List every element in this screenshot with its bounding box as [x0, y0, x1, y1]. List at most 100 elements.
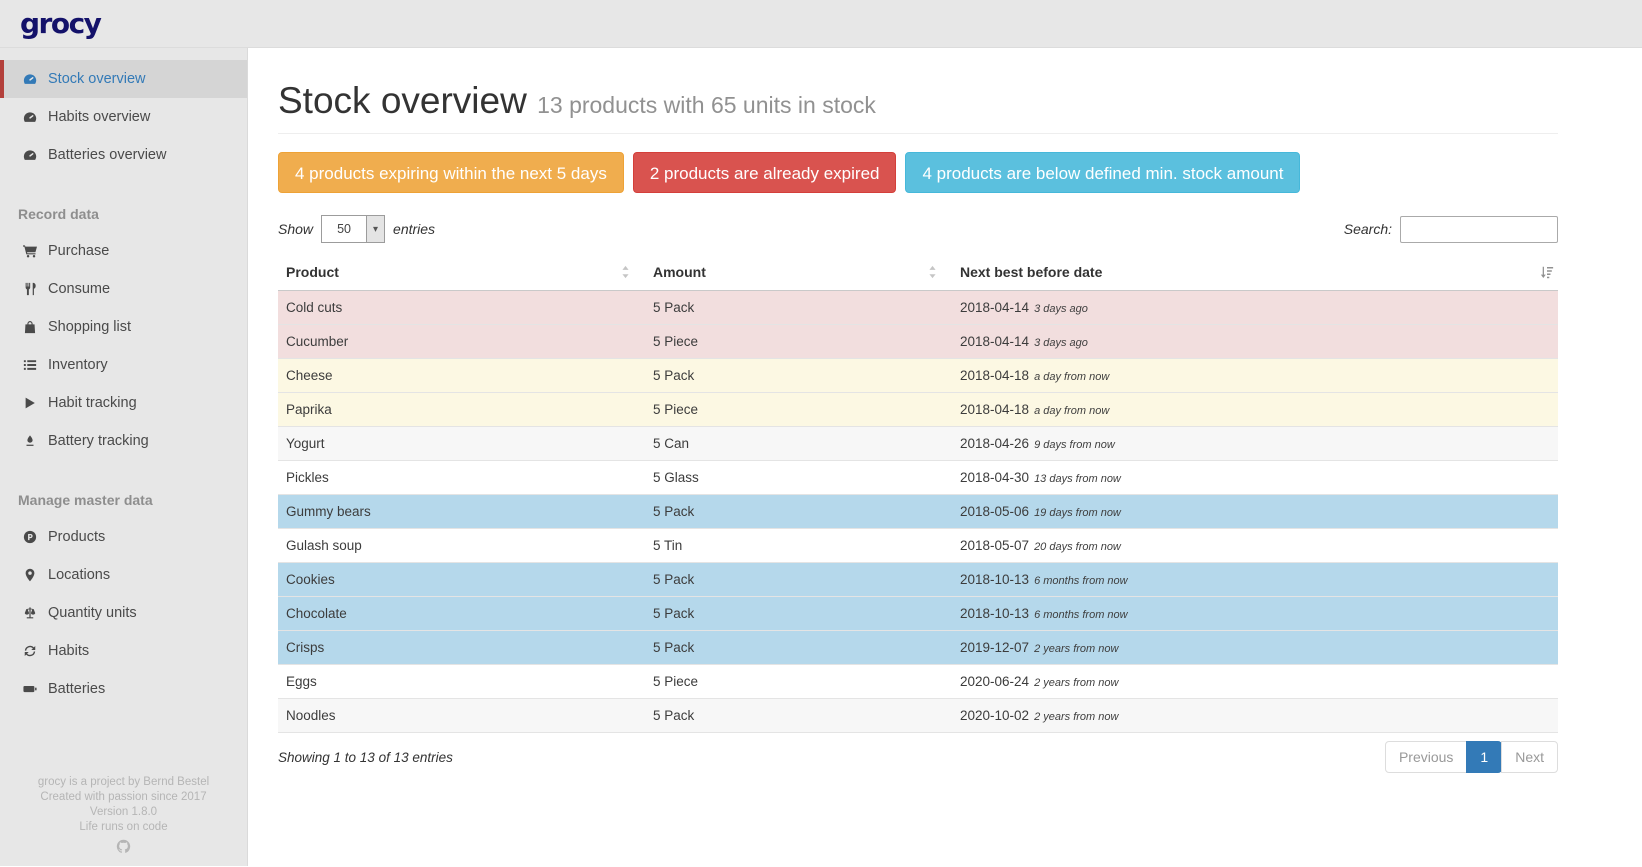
pagination: Previous 1 Next [1384, 741, 1558, 773]
sidebar-item-label: Batteries overview [48, 147, 167, 163]
alert-filter-warning[interactable]: 4 products expiring within the next 5 da… [278, 152, 624, 193]
table-row: Yogurt 5 Can 2018-04-26 9 days from now [278, 426, 1558, 461]
sidebar-item-label: Shopping list [48, 319, 132, 335]
best-before-date-cell: 2018-04-18 a day from now [952, 392, 1558, 427]
page-number-buttons: 1 [1466, 741, 1503, 773]
page-button-1[interactable]: 1 [1466, 741, 1503, 773]
amount-cell: 5 Piece [645, 664, 952, 699]
shopping-cart-icon [22, 244, 38, 258]
amount-cell: 5 Pack [645, 358, 952, 393]
amount-cell: 5 Pack [645, 290, 952, 325]
table-controls: Show 50 ▾ entries Search: [278, 215, 1558, 243]
table-row: Cucumber 5 Piece 2018-04-14 3 days ago [278, 324, 1558, 359]
play-icon [22, 396, 38, 410]
alert-filter-danger[interactable]: 2 products are already expired [632, 152, 897, 193]
sidebar-item-quantity-units[interactable]: Quantity units [0, 594, 247, 632]
table-row: Cheese 5 Pack 2018-04-18 a day from now [278, 358, 1558, 393]
sidebar-footer: grocy is a project by Bernd Bestel Create… [0, 775, 247, 866]
product-cell: Chocolate [278, 596, 645, 631]
next-page-button[interactable]: Next [1501, 741, 1558, 773]
date-value: 2018-05-07 [960, 538, 1030, 553]
best-before-date-cell: 2018-05-06 19 days from now [952, 494, 1558, 529]
sidebar-item-stock-overview[interactable]: Stock overview [0, 60, 247, 98]
page-length-select[interactable]: 50 ▾ [321, 215, 386, 243]
best-before-date-cell: 2018-10-13 6 months from now [952, 562, 1558, 597]
table-row: Pickles 5 Glass 2018-04-30 13 days from now [278, 460, 1558, 495]
sidebar-item-habit-tracking[interactable]: Habit tracking [0, 384, 247, 422]
product-cell: Eggs [278, 664, 645, 699]
sidebar-item-batteries-overview[interactable]: Batteries overview [0, 136, 247, 174]
product-circle-icon [22, 530, 38, 544]
sidebar-item-battery-tracking[interactable]: Battery tracking [0, 422, 247, 460]
sidebar-item-inventory[interactable]: Inventory [0, 346, 247, 384]
relative-time: a day from now [1034, 405, 1110, 417]
map-marker-icon [22, 568, 38, 582]
date-value: 2020-06-24 [960, 674, 1030, 689]
relative-time: 2 years from now [1034, 677, 1119, 689]
table-footer: Showing 1 to 13 of 13 entries Previous 1… [278, 741, 1558, 773]
table-row: Eggs 5 Piece 2020-06-24 2 years from now [278, 664, 1558, 699]
grocy-logo[interactable]: grocy [20, 7, 102, 40]
battery-icon [22, 682, 38, 696]
amount-cell: 5 Glass [645, 460, 952, 495]
alerts: 4 products expiring within the next 5 da… [278, 152, 1558, 193]
github-icon[interactable] [0, 839, 247, 854]
sidebar-item-products[interactable]: Products [0, 518, 247, 556]
sidebar-section-header: Manage master data [18, 492, 153, 508]
search-label: Search: [1343, 221, 1392, 237]
amount-cell: 5 Pack [645, 698, 952, 733]
sidebar-item-locations[interactable]: Locations [0, 556, 247, 594]
sidebar-item-label: Products [48, 529, 106, 545]
sidebar-item-label: Habits overview [48, 109, 151, 125]
sidebar-item-habits[interactable]: Habits [0, 632, 247, 670]
product-cell: Noodles [278, 698, 645, 733]
date-value: 2018-04-18 [960, 402, 1030, 417]
sync-icon [22, 644, 38, 658]
sidebar-item-consume[interactable]: Consume [0, 270, 247, 308]
sidebar-item-label: Stock overview [48, 71, 146, 87]
sidebar-item-shopping-list[interactable]: Shopping list [0, 308, 247, 346]
relative-time: 6 months from now [1034, 575, 1128, 587]
page-subtitle: 13 products with 65 units in stock [537, 92, 876, 118]
column-header-best-before-date[interactable]: Next best before date [952, 254, 1558, 291]
date-value: 2018-04-26 [960, 436, 1030, 451]
sidebar-footer-line: Life runs on code [79, 821, 168, 833]
sidebar-item-label: Habits [48, 643, 90, 659]
utensils-icon [22, 282, 38, 296]
relative-time: 3 days ago [1034, 303, 1088, 315]
amount-cell: 5 Can [645, 426, 952, 461]
amount-cell: 5 Piece [645, 392, 952, 427]
balance-scale-icon [22, 606, 38, 620]
sidebar-footer-line: Created with passion since 2017 [40, 791, 207, 803]
amount-cell: 5 Piece [645, 324, 952, 359]
best-before-date-cell: 2020-10-02 2 years from now [952, 698, 1558, 733]
table-row: Chocolate 5 Pack 2018-10-13 6 months from n… [278, 596, 1558, 631]
stock-table-body: Cold cuts 5 Pack 2018-04-14 3 days ago Cucum… [278, 290, 1558, 733]
best-before-date-cell: 2018-04-14 3 days ago [952, 290, 1558, 325]
sidebar-footer-line: Version 1.8.0 [89, 806, 158, 818]
table-row: Gummy bears 5 Pack 2018-05-06 19 days from … [278, 494, 1558, 529]
amount-cell: 5 Pack [645, 630, 952, 665]
sidebar-item-habits-overview[interactable]: Habits overview [0, 98, 247, 136]
page-title: Stock overview 13 products with 65 units… [278, 82, 1558, 134]
amount-cell: 5 Tin [645, 528, 952, 563]
date-value: 2018-10-13 [960, 572, 1030, 587]
search-input[interactable] [1400, 215, 1558, 243]
sidebar-item-label: Habit tracking [48, 395, 137, 411]
column-header-amount[interactable]: Amount [645, 254, 952, 291]
sort-amount-icon [1540, 265, 1554, 279]
best-before-date-cell: 2018-10-13 6 months from now [952, 596, 1558, 631]
sidebar-item-purchase[interactable]: Purchase [0, 232, 247, 270]
sidebar-item-batteries[interactable]: Batteries [0, 670, 247, 708]
date-value: 2019-12-07 [960, 640, 1030, 655]
best-before-date-cell: 2018-04-18 a day from now [952, 358, 1558, 393]
column-header-product[interactable]: Product [278, 254, 645, 291]
relative-time: 19 days from now [1034, 507, 1121, 519]
sidebar-item-label: Consume [48, 281, 111, 297]
alert-filter-info[interactable]: 4 products are below defined min. stock … [905, 152, 1301, 193]
table-row: Gulash soup 5 Tin 2018-05-07 20 days from n… [278, 528, 1558, 563]
product-cell: Cookies [278, 562, 645, 597]
tachometer-icon [22, 148, 38, 162]
page-length-control: Show 50 ▾ entries [278, 215, 435, 243]
previous-page-button[interactable]: Previous [1384, 741, 1468, 773]
